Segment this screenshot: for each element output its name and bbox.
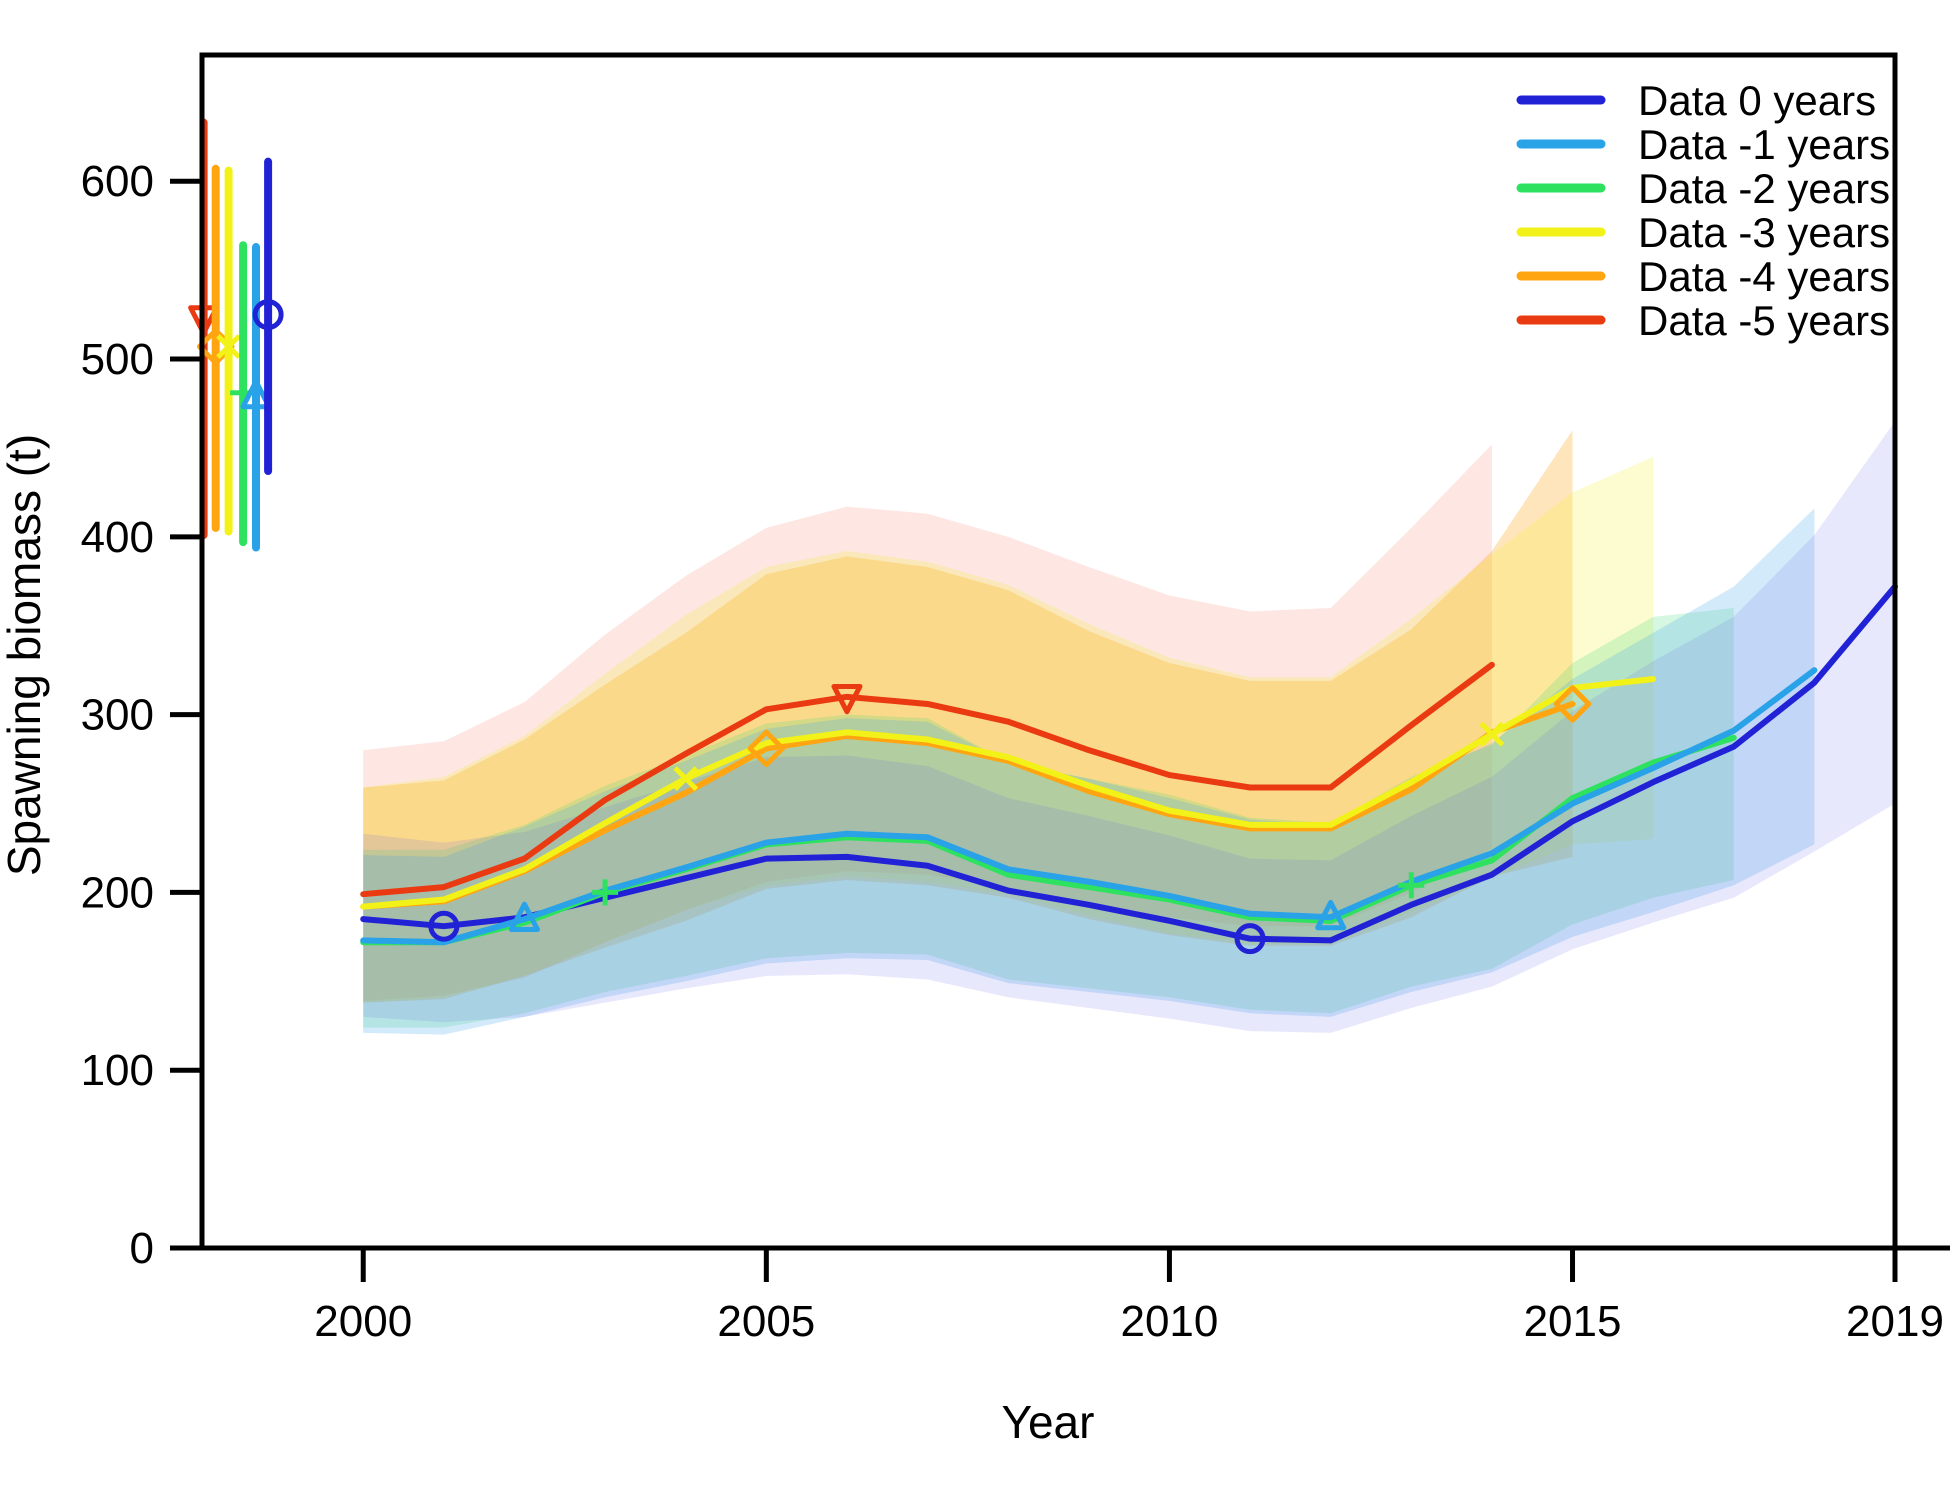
y-tick-label: 600 xyxy=(81,157,154,206)
line-data-0-years xyxy=(360,583,1898,944)
marker-data-m5-years-2006 xyxy=(831,683,863,715)
y-tick-label: 0 xyxy=(130,1224,154,1273)
y-tick-label: 300 xyxy=(81,691,154,740)
ref-marker-data-0-years xyxy=(252,299,284,331)
ref-marker-data-m3-years xyxy=(216,334,242,360)
legend-label-data-m5-years: Data -5 years xyxy=(1638,297,1890,344)
y-tick-label: 500 xyxy=(81,335,154,384)
marker-data-m4-years-2015 xyxy=(1553,685,1592,723)
axes: 0 100 200 300 400 500 600 2000 2005 2010 2015 2019 xyxy=(81,52,1950,1346)
marker-data-m3-years-2004 xyxy=(673,766,699,792)
marker-data-m3-years-2014 xyxy=(1479,721,1505,747)
line-data-m3-years xyxy=(360,676,1657,910)
marker-data-m2-years-2003 xyxy=(592,879,619,906)
ribbon-data-m2-years xyxy=(363,607,1734,1028)
ribbon-data-m1-years xyxy=(363,508,1815,1035)
legend-label-data-m1-years: Data -1 years xyxy=(1638,121,1890,168)
legend: Data 0 years Data -1 years Data -2 years… xyxy=(1516,77,1890,344)
ref-marker-data-m1-years xyxy=(240,378,272,410)
legend-item-data-m4-years: Data -4 years xyxy=(1516,253,1890,300)
ribbon-data-m5-years xyxy=(363,444,1492,1001)
series-markers xyxy=(428,683,1592,955)
plot-box xyxy=(199,52,1898,1251)
legend-item-data-0-years: Data 0 years xyxy=(1516,77,1876,124)
marker-data-0-years-2011 xyxy=(1234,923,1266,955)
legend-item-data-m5-years: Data -5 years xyxy=(1516,297,1890,344)
marker-data-m1-years-2012 xyxy=(1315,899,1347,931)
legend-item-data-m1-years: Data -1 years xyxy=(1516,121,1890,168)
marker-data-m1-years-2002 xyxy=(508,901,540,932)
legend-label-data-0-years: Data 0 years xyxy=(1638,77,1876,124)
line-data-m5-years xyxy=(360,661,1495,898)
y-tick-label: 400 xyxy=(81,513,154,562)
y-tick-label: 200 xyxy=(81,868,154,917)
x-tick-label: 2000 xyxy=(314,1297,412,1346)
ribbon-data-0-years xyxy=(363,421,1896,1033)
x-tick-label: 2010 xyxy=(1120,1297,1218,1346)
legend-label-data-m3-years: Data -3 years xyxy=(1638,209,1890,256)
y-axis-title: Spawning biomass (t) xyxy=(0,434,50,876)
x-tick-label: 2019 xyxy=(1846,1297,1944,1346)
confidence-ribbons xyxy=(363,421,1896,1035)
ribbon-data-m4-years xyxy=(363,430,1573,1003)
legend-label-data-m4-years: Data -4 years xyxy=(1638,253,1890,300)
x-tick-label: 2005 xyxy=(717,1297,815,1346)
marker-data-0-years-2001 xyxy=(428,910,460,942)
legend-label-data-m2-years: Data -2 years xyxy=(1638,165,1890,212)
legend-item-data-m3-years: Data -3 years xyxy=(1516,209,1890,256)
x-tick-label: 2015 xyxy=(1524,1297,1622,1346)
x-axis-title: Year xyxy=(1002,1396,1095,1448)
legend-item-data-m2-years: Data -2 years xyxy=(1516,165,1890,212)
marker-data-m4-years-2005 xyxy=(747,729,786,768)
y-tick-label: 100 xyxy=(81,1046,154,1095)
line-data-m4-years xyxy=(360,700,1576,910)
marker-data-m2-years-2013 xyxy=(1398,872,1425,899)
